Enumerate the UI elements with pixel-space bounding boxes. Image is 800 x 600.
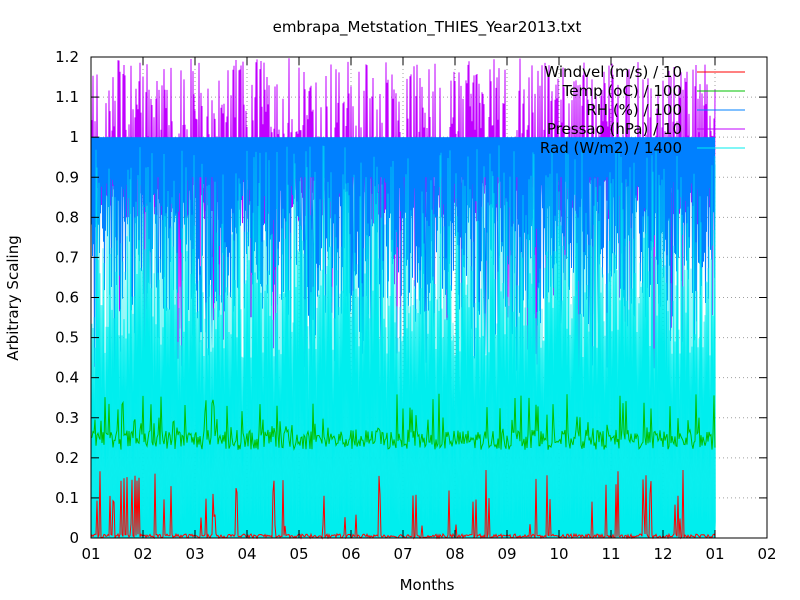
x-axis-label: Months [400, 576, 455, 594]
x-tick-label: 02 [133, 545, 152, 563]
y-tick-label: 1 [69, 128, 79, 146]
x-tick-label: 07 [393, 545, 412, 563]
y-tick-label: 1.1 [55, 88, 79, 106]
x-tick-label: 09 [497, 545, 516, 563]
legend-label: Temp (oC) / 100 [562, 82, 682, 100]
x-tick-label: 03 [185, 545, 204, 563]
y-tick-label: 0.5 [55, 329, 79, 347]
legend-label: Rad (W/m2) / 1400 [540, 139, 682, 157]
x-tick-label: 08 [445, 545, 464, 563]
y-axis-label: Arbitrary Scaling [4, 235, 22, 361]
legend-label: Pressao (hPa) / 10 [547, 120, 682, 138]
legend-label: RH (%) / 100 [586, 101, 682, 119]
axes: 0 0.1 0.2 0.3 0.4 0.5 0.6 0.7 0.8 0.9 1 1.1 1.2 01 02 0… [55, 48, 776, 563]
y-tick-label: 0.4 [55, 369, 79, 387]
y-tick-label: 0.6 [55, 289, 79, 307]
x-tick-label: 04 [237, 545, 256, 563]
x-tick-label: 01 [81, 545, 100, 563]
series-line-temp [90, 393, 716, 451]
x-tick-label: 05 [289, 545, 308, 563]
x-tick-label: 11 [601, 545, 620, 563]
x-tick-label: 10 [549, 545, 568, 563]
y-tick-label: 0.3 [55, 409, 79, 427]
y-tick-label: 0.1 [55, 489, 79, 507]
x-tick-label: 02 [757, 545, 776, 563]
y-tick-label: 0.9 [55, 168, 79, 186]
y-tick-label: 0 [69, 529, 79, 547]
legend-label: Windvel (m/s) / 10 [544, 63, 682, 81]
x-tick-label: 06 [341, 545, 360, 563]
y-tick-label: 0.8 [55, 208, 79, 226]
series-line-rh [90, 137, 716, 377]
x-tick-label: 01 [705, 545, 724, 563]
series-layer [90, 58, 716, 540]
x-tick-label: 12 [653, 545, 672, 563]
y-tick-label: 0.2 [55, 449, 79, 467]
y-tick-label: 0.7 [55, 248, 79, 266]
y-tick-label: 1.2 [55, 48, 79, 66]
chart-title: embrapa_Metstation_THIES_Year2013.txt [273, 18, 582, 37]
